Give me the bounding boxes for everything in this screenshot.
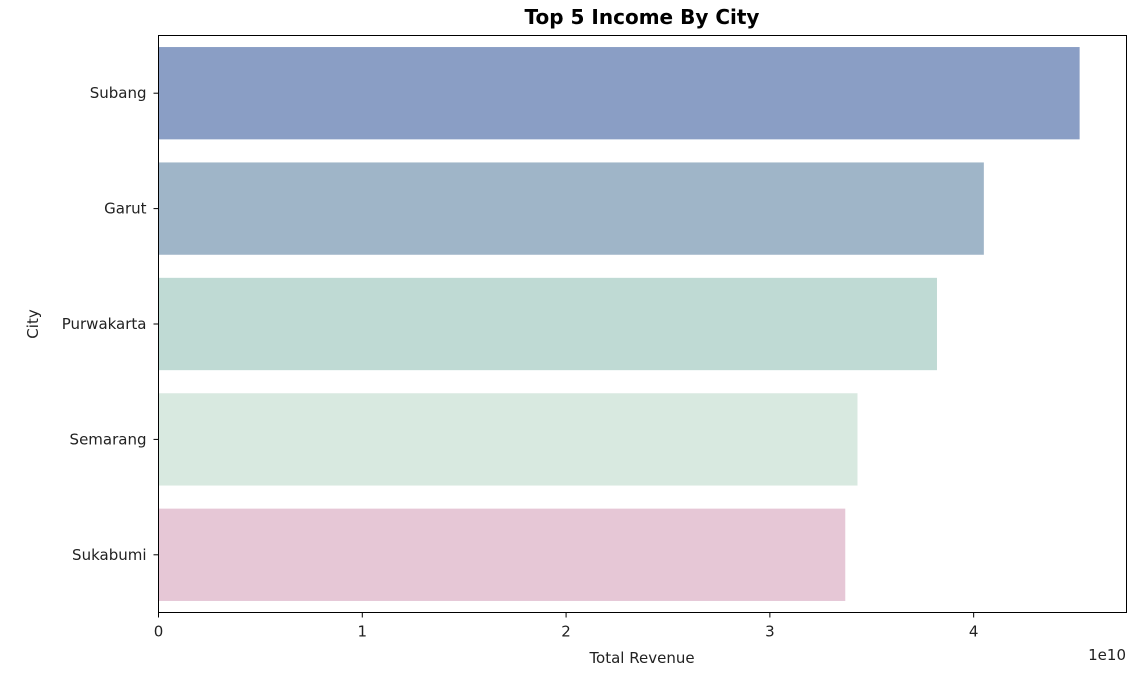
bar-subang: [158, 47, 1080, 140]
x-tick-label: 1: [358, 623, 368, 641]
x-tick-label: 0: [154, 623, 164, 641]
x-tick-label: 2: [561, 623, 571, 641]
bar-sukabumi: [158, 508, 846, 601]
y-tick-label: Purwakarta: [62, 315, 147, 333]
bars-group: [158, 47, 1080, 601]
bar-semarang: [158, 393, 858, 486]
x-axis-ticks: 0 1 2 3 4: [154, 612, 979, 641]
chart-title: Top 5 Income By City: [525, 5, 760, 29]
y-tick-label: Garut: [104, 200, 146, 218]
bar-garut: [158, 162, 984, 255]
y-tick-label: Semarang: [70, 430, 147, 448]
y-tick-label: Sukabumi: [72, 546, 146, 564]
y-axis-label: City: [24, 309, 42, 339]
x-tick-label: 3: [765, 623, 775, 641]
x-axis-label: Total Revenue: [588, 649, 694, 667]
y-tick-label: Subang: [90, 84, 147, 102]
x-tick-label: 4: [969, 623, 979, 641]
x-axis-offset-label: 1e10: [1088, 646, 1126, 664]
y-axis-ticks: Subang Garut Purwakarta Semarang Sukabumi: [62, 84, 159, 564]
plot-frame: [158, 35, 1127, 613]
bar-purwakarta: [158, 277, 937, 371]
